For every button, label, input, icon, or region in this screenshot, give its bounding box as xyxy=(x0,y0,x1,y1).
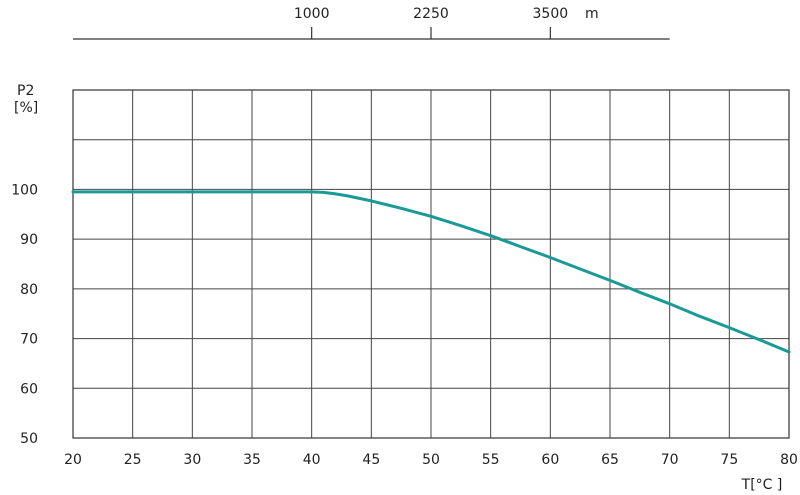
altitude-tick-label: 1000 xyxy=(294,6,330,22)
x-tick-label: 80 xyxy=(780,452,798,468)
y-tick-label: 60 xyxy=(20,381,38,397)
y-tick-label: 100 xyxy=(11,182,38,198)
x-tick-label: 65 xyxy=(601,452,619,468)
y-tick-labels: 50 60 70 80 90 100 xyxy=(11,182,38,447)
x-tick-label: 35 xyxy=(243,452,261,468)
x-tick-label: 50 xyxy=(422,452,440,468)
y-tick-label: 90 xyxy=(20,232,38,248)
altitude-tick-label: 2250 xyxy=(413,6,449,22)
x-tick-label: 70 xyxy=(661,452,679,468)
x-tick-label: 75 xyxy=(720,452,738,468)
x-tick-label: 40 xyxy=(303,452,321,468)
plot-frame xyxy=(72,89,790,439)
y-tick-label: 80 xyxy=(20,282,38,298)
altitude-ticks: 1000 2250 3500 xyxy=(294,6,568,39)
grid xyxy=(72,89,790,439)
altitude-unit-label: m xyxy=(585,6,599,22)
x-tick-label: 30 xyxy=(183,452,201,468)
y-axis-label-line2: [%] xyxy=(14,100,38,116)
y-tick-label: 70 xyxy=(20,332,38,348)
altitude-tick-label: 3500 xyxy=(533,6,569,22)
y-axis-label-line1: P2 xyxy=(17,83,34,99)
x-tick-label: 45 xyxy=(362,452,380,468)
y-tick-label: 50 xyxy=(20,431,38,447)
x-tick-label: 25 xyxy=(124,452,142,468)
x-tick-label: 60 xyxy=(541,452,559,468)
x-tick-labels: 20 25 30 35 40 45 50 55 60 65 70 75 80 xyxy=(64,452,798,468)
x-tick-label: 20 xyxy=(64,452,82,468)
x-tick-label: 55 xyxy=(482,452,500,468)
altitude-axis: 1000 2250 3500 m xyxy=(73,6,670,40)
power-derating-line xyxy=(71,190,791,354)
x-axis-label: T[°C ] xyxy=(741,477,783,493)
